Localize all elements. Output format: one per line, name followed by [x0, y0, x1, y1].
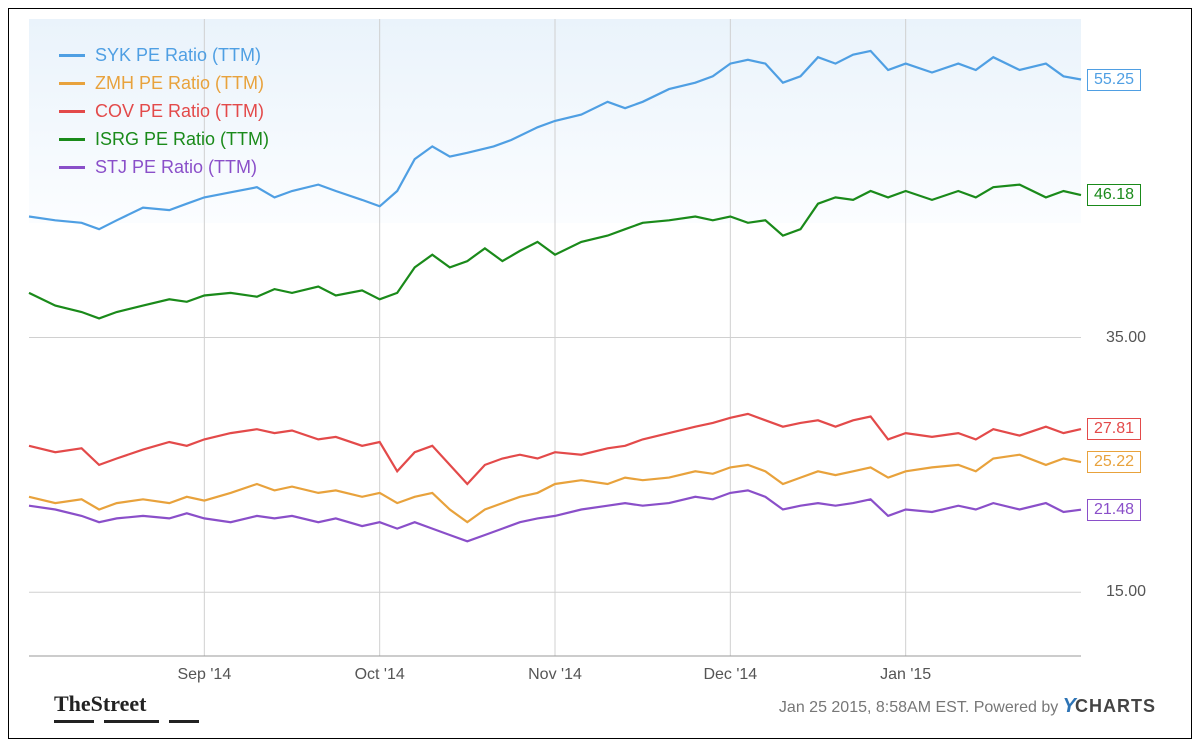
legend: SYK PE Ratio (TTM) ZMH PE Ratio (TTM) COV …: [59, 41, 269, 181]
attribution: Jan 25 2015, 8:58AM EST. Powered by YCHA…: [779, 695, 1156, 718]
legend-item-zmh[interactable]: ZMH PE Ratio (TTM): [59, 69, 269, 97]
series-line-stj: [29, 490, 1081, 541]
powered-by-text: Powered by: [974, 699, 1063, 716]
y-tick-label: 35.00: [1106, 329, 1146, 347]
thestreet-logo-bars: [54, 720, 204, 724]
legend-swatch: [59, 82, 85, 85]
end-label-stj: 21.48: [1087, 499, 1141, 521]
ycharts-logo-y: Y: [1063, 695, 1075, 717]
end-label-isrg: 46.18: [1087, 184, 1141, 206]
timestamp: Jan 25 2015, 8:58AM EST.: [779, 699, 969, 716]
legend-swatch: [59, 138, 85, 141]
legend-item-cov[interactable]: COV PE Ratio (TTM): [59, 97, 269, 125]
legend-swatch: [59, 166, 85, 169]
end-label-zmh: 25.22: [1087, 451, 1141, 473]
ycharts-logo-text: CHARTS: [1075, 696, 1156, 716]
chart-footer: TheStreet Jan 25 2015, 8:58AM EST. Power…: [29, 672, 1171, 732]
y-tick-label: 15.00: [1106, 583, 1146, 601]
plot-area: 15.0035.00 Sep '14Oct '14Nov '14Dec '14J…: [29, 19, 1081, 656]
thestreet-logo: TheStreet: [54, 691, 146, 717]
chart-container: 15.0035.00 Sep '14Oct '14Nov '14Dec '14J…: [8, 8, 1192, 739]
series-line-cov: [29, 414, 1081, 484]
legend-label: SYK PE Ratio (TTM): [95, 45, 261, 66]
end-label-syk: 55.25: [1087, 69, 1141, 91]
legend-label: ZMH PE Ratio (TTM): [95, 73, 264, 94]
end-label-cov: 27.81: [1087, 418, 1141, 440]
legend-item-stj[interactable]: STJ PE Ratio (TTM): [59, 153, 269, 181]
legend-label: ISRG PE Ratio (TTM): [95, 129, 269, 150]
legend-item-isrg[interactable]: ISRG PE Ratio (TTM): [59, 125, 269, 153]
legend-item-syk[interactable]: SYK PE Ratio (TTM): [59, 41, 269, 69]
legend-label: STJ PE Ratio (TTM): [95, 157, 257, 178]
legend-swatch: [59, 54, 85, 57]
legend-label: COV PE Ratio (TTM): [95, 101, 264, 122]
legend-swatch: [59, 110, 85, 113]
